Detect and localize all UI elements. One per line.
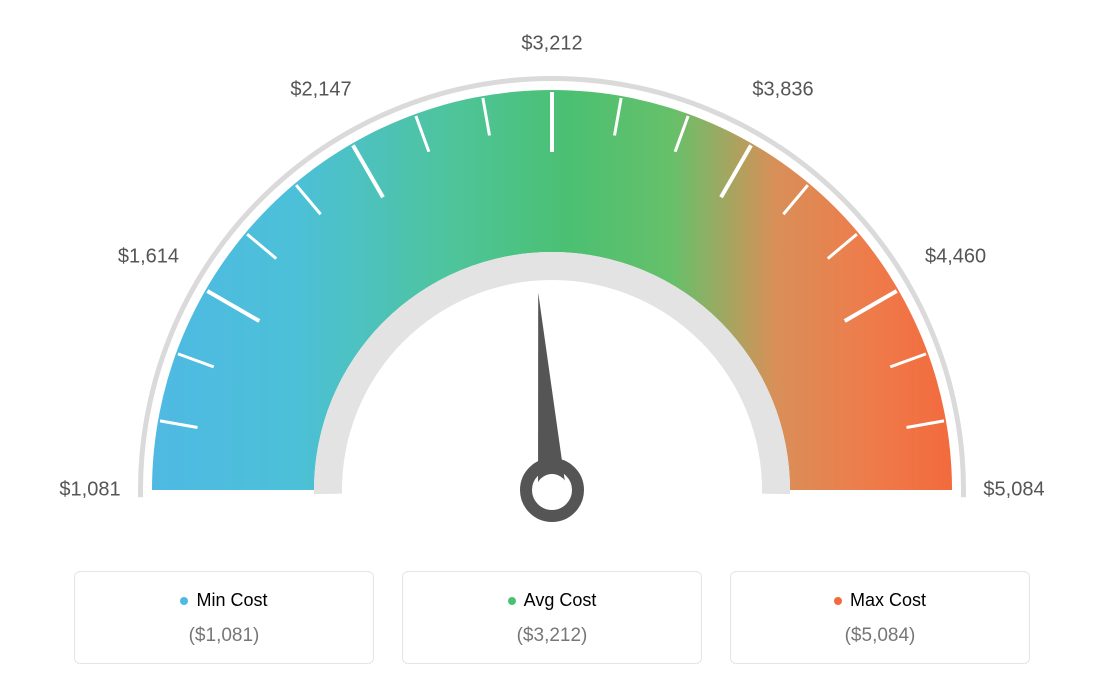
gauge-svg	[52, 20, 1052, 570]
legend-label-avg: Avg Cost	[524, 590, 597, 611]
gauge-tick-label: $1,081	[59, 479, 120, 502]
legend-label-min: Min Cost	[196, 590, 267, 611]
legend-value-max: ($5,084)	[741, 625, 1019, 647]
legend-title-avg: Avg Cost	[508, 590, 597, 611]
legend-card-avg: Avg Cost ($3,212)	[402, 571, 702, 664]
legend-card-max: Max Cost ($5,084)	[730, 571, 1030, 664]
gauge-tick-label: $4,460	[925, 246, 986, 269]
gauge-tick-label: $1,614	[118, 246, 179, 269]
gauge-tick-label: $3,836	[752, 78, 813, 101]
gauge-tick-label: $3,212	[521, 33, 582, 56]
legend-value-min: ($1,081)	[85, 625, 363, 647]
legend-title-min: Min Cost	[180, 590, 267, 611]
gauge-tick-label: $5,084	[983, 479, 1044, 502]
legend-title-max: Max Cost	[834, 590, 926, 611]
legend-dot-min	[180, 597, 188, 605]
legend-dot-avg	[508, 597, 516, 605]
chart-container: $1,081 $1,614 $2,147 $3,212 $3,836 $4,460 $5,0…	[0, 0, 1104, 690]
legend-label-max: Max Cost	[850, 590, 926, 611]
legend-dot-max	[834, 597, 842, 605]
legend-card-min: Min Cost ($1,081)	[74, 571, 374, 664]
gauge-chart: $1,081 $1,614 $2,147 $3,212 $3,836 $4,460 $5,0…	[52, 20, 1052, 570]
legend-value-avg: ($3,212)	[413, 625, 691, 647]
legend-row: Min Cost ($1,081) Avg Cost ($3,212) Max …	[0, 571, 1104, 664]
gauge-tick-label: $2,147	[290, 78, 351, 101]
